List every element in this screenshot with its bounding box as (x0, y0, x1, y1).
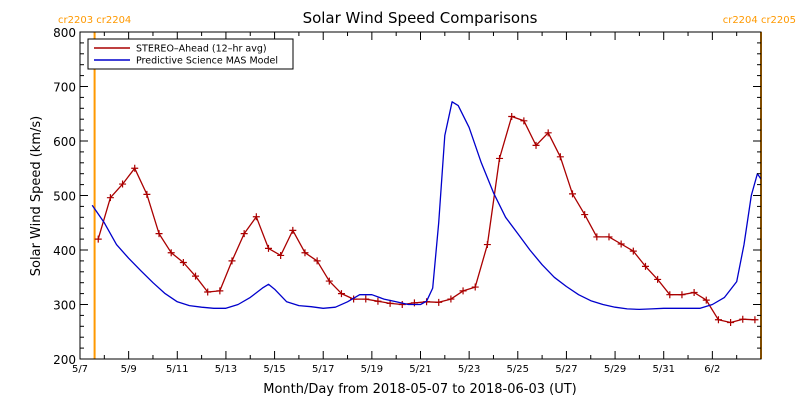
series-1-point-marker (447, 295, 455, 303)
x-tick-label: 5/27 (555, 364, 577, 375)
y-tick-label: 800 (53, 26, 76, 40)
series-1-point-marker (398, 301, 406, 308)
series-1-point-marker (277, 251, 285, 259)
series-1-point-marker (496, 154, 504, 162)
series-1-point-marker (617, 240, 625, 248)
series-1-point-marker (532, 141, 540, 149)
x-tick-label: 5/13 (215, 364, 237, 375)
x-tick-label: 5/21 (409, 364, 431, 375)
series-line-1 (97, 115, 755, 324)
series-1-point-marker (471, 283, 479, 291)
series-1-point-marker (641, 262, 649, 270)
series-1-point-marker (410, 299, 418, 307)
plot-frame-layer (93, 32, 762, 359)
series-1-point-marker (739, 315, 747, 323)
series-1-point-marker (228, 257, 236, 265)
series-1-point-marker (167, 249, 175, 257)
series-1-point-marker (106, 194, 114, 202)
legend-label-1: STEREO–Ahead (12–hr avg) (136, 44, 267, 55)
y-tick-label: 200 (53, 353, 76, 367)
x-tick-label: 5/7 (72, 364, 88, 375)
axis-layer: 200 300 400 500 600 700 800 5/7 5/9 5/11 5/13 5/15 5… (53, 26, 761, 375)
series-1-point-marker (569, 190, 577, 198)
x-tick-label: 5/17 (312, 364, 334, 375)
series-1-point-marker (654, 275, 662, 283)
y-tick-label: 300 (53, 299, 76, 313)
x-tick-label: 5/11 (166, 364, 188, 375)
x-tick-label: 5/19 (361, 364, 383, 375)
series-1-point-marker (520, 117, 528, 125)
y-tick-label: 400 (53, 244, 76, 258)
series-1-point-marker (131, 164, 139, 172)
series-1-point-marker (483, 241, 491, 249)
series-1-point-marker (204, 288, 212, 296)
series-1-point-marker (264, 244, 272, 252)
series-1-point-marker (119, 180, 127, 188)
series-1-point-marker (508, 112, 516, 120)
x-tick-label: 5/9 (121, 364, 137, 375)
series-1-point-marker (678, 291, 686, 299)
series-1-point-marker (179, 259, 187, 267)
x-tick-label: 5/23 (458, 364, 480, 375)
series-1-point-marker (581, 211, 589, 219)
series-1-point-marker (690, 289, 698, 297)
series-1-point-marker (751, 316, 759, 324)
series-1-point-marker (544, 129, 552, 137)
y-tick-label: 700 (53, 81, 76, 95)
series-1-point-marker (362, 295, 370, 303)
series-1-point-marker (240, 230, 248, 238)
x-tick-label: 5/31 (652, 364, 674, 375)
y-axis-label: Solar Wind Speed (km/s) (29, 116, 44, 276)
series-1-point-marker (459, 287, 467, 295)
carrington-label-right: cr2204 cr2205 (723, 15, 796, 26)
series-1-point-marker (727, 318, 735, 326)
series-line-2 (91, 101, 762, 311)
series-1-point-marker (289, 226, 297, 234)
y-tick-label: 600 (53, 135, 76, 149)
series-1-point-marker (556, 153, 564, 161)
series-1-point-marker (216, 287, 224, 295)
legend-label-2: Predictive Science MAS Model (136, 56, 278, 67)
legend: STEREO–Ahead (12–hr avg)Predictive Scien… (87, 38, 294, 70)
series-1-point-marker (325, 277, 333, 285)
series-1-point-marker (702, 296, 710, 304)
carrington-label-left: cr2203 cr2204 (58, 15, 131, 26)
series-1-point-marker (374, 297, 382, 305)
x-tick-label: 5/25 (507, 364, 529, 375)
x-tick-label: 6/2 (704, 364, 720, 375)
series-1-point-marker (435, 298, 443, 306)
series-layer (91, 101, 762, 326)
series-1-point-marker (714, 316, 722, 324)
series-1-point-marker (337, 290, 345, 298)
x-axis-label: Month/Day from 2018-05-07 to 2018-06-03 … (263, 382, 576, 397)
series-1-point-marker (94, 235, 102, 243)
series-1-point-marker (252, 213, 260, 221)
series-1-point-marker (155, 230, 163, 238)
legend-box (87, 38, 294, 70)
chart-title: Solar Wind Speed Comparisons (303, 9, 538, 27)
series-1-point-marker (666, 291, 674, 299)
plot-border (79, 31, 762, 360)
series-1-point-marker (593, 233, 601, 241)
series-1-point-marker (313, 257, 321, 265)
series-1-point-marker (629, 247, 637, 255)
series-1-point-marker (143, 190, 151, 198)
y-tick-label: 500 (53, 190, 76, 204)
x-tick-label: 5/29 (604, 364, 626, 375)
series-1-point-marker (192, 272, 200, 280)
series-1-point-marker (301, 249, 309, 257)
plot-border-layer (79, 31, 762, 360)
x-tick-label: 5/15 (263, 364, 285, 375)
series-1-point-marker (605, 233, 613, 241)
